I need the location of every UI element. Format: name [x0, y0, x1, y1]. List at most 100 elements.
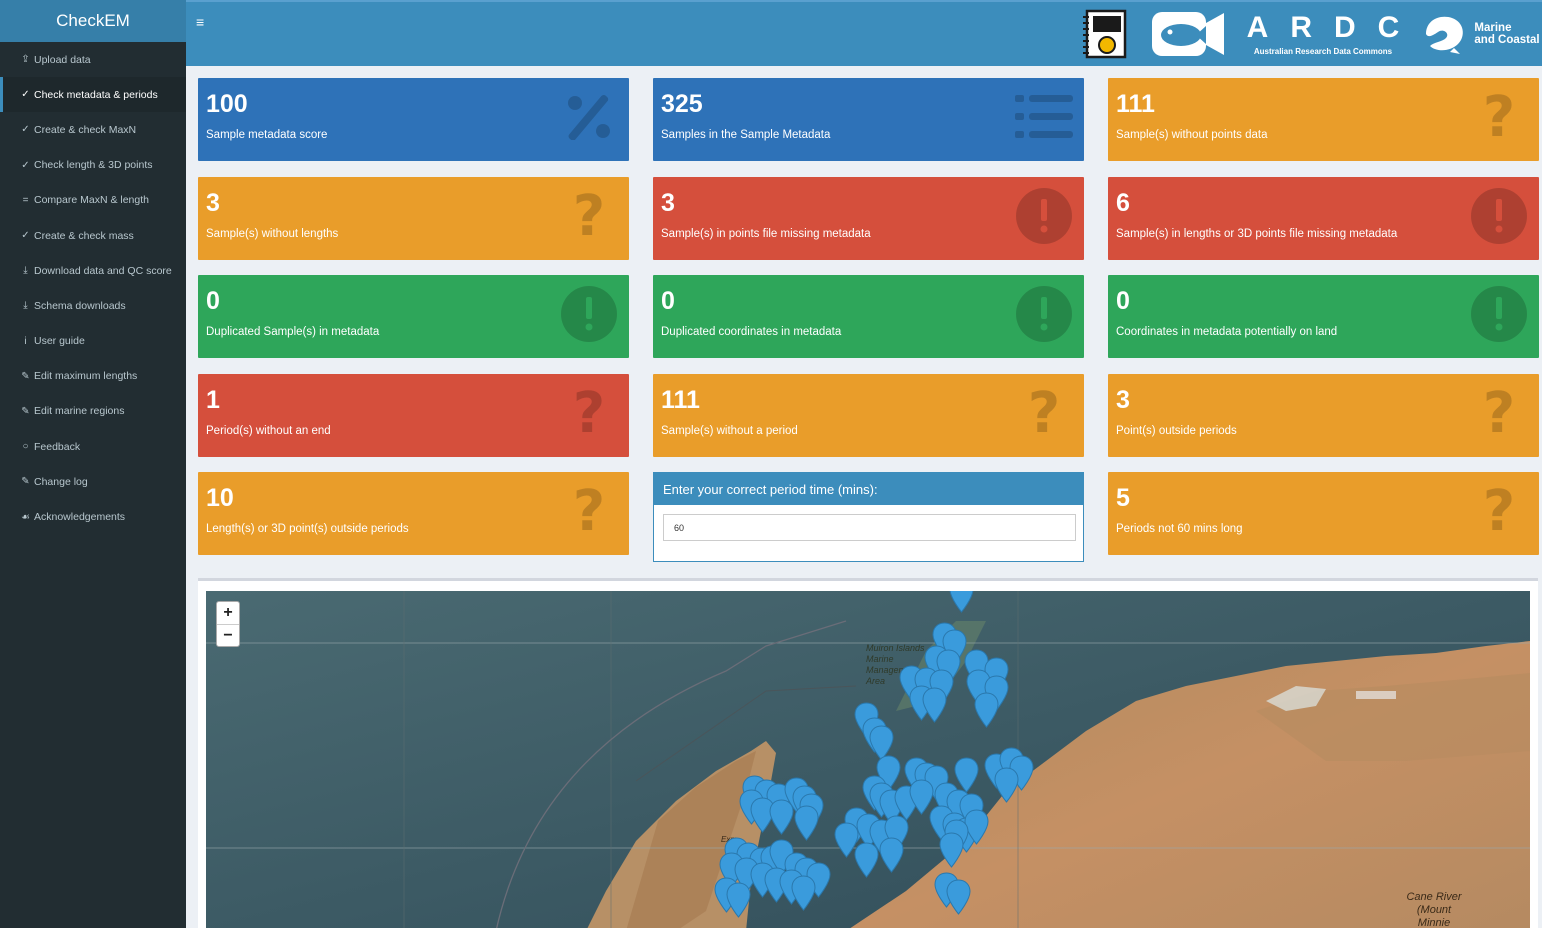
- sidebar-item-label: Schema downloads: [34, 299, 126, 312]
- zoom-out-button[interactable]: −: [217, 624, 239, 646]
- map-pin-icon[interactable]: [854, 842, 879, 883]
- value-box: 3 Sample(s) without lengths?: [198, 177, 629, 260]
- value-box: 111 Sample(s) without a period?: [653, 374, 1084, 457]
- map-pin-icon[interactable]: [964, 809, 989, 850]
- period-time-input[interactable]: [663, 514, 1076, 541]
- logos: ARDC Australian Research Data Commons Ma…: [1080, 2, 1542, 66]
- exclamation-icon: [1014, 283, 1074, 345]
- edit-icon: ✎: [21, 370, 30, 382]
- sidebar-item-compare-maxn-length[interactable]: = Compare MaxN & length: [0, 183, 186, 218]
- value-box-label: Duplicated coordinates in metadata: [661, 326, 842, 338]
- sidebar-item-download-data-and-qc-score[interactable]: ⤓ Download data and QC score: [0, 253, 186, 288]
- leaflet-map[interactable]: + − Muiron Islands Marine Management Are…: [206, 591, 1530, 928]
- sidebar-item-schema-downloads[interactable]: ⤓ Schema downloads: [0, 288, 186, 323]
- marine-logo-line2: and Coastal: [1474, 34, 1540, 46]
- info-icon: i: [24, 335, 27, 347]
- ardc-logo[interactable]: ARDC Australian Research Data Commons: [1246, 10, 1422, 56]
- value-box: 3 Sample(s) in points file missing metada…: [653, 177, 1084, 260]
- value-box-label: Periods not 60 mins long: [1116, 523, 1243, 535]
- hamburger-icon[interactable]: ≡: [196, 14, 205, 30]
- map-pin-icon[interactable]: [946, 879, 971, 920]
- map-pin-icon[interactable]: [769, 799, 794, 840]
- sidebar-item-label: Acknowledgements: [34, 511, 126, 524]
- app-title[interactable]: CheckEM: [0, 0, 186, 42]
- map-pin-icon[interactable]: [949, 591, 974, 618]
- value-box-label: Sample(s) in lengths or 3D points file m…: [1116, 228, 1398, 240]
- value-box-number: 0: [1116, 287, 1130, 315]
- value-box-number: 5: [1116, 484, 1130, 512]
- marine-coastal-logo[interactable]: Marine and Coastal: [1418, 12, 1542, 56]
- map-pin-icon[interactable]: [726, 882, 751, 923]
- value-box-label: Coordinates in metadata potentially on l…: [1116, 326, 1338, 338]
- sidebar: CheckEM ⇪ Upload data ✓ Check metadata & pe…: [0, 0, 186, 928]
- map-pin-icon[interactable]: [909, 779, 934, 820]
- value-box-number: 10: [206, 484, 234, 512]
- value-box-number: 0: [661, 287, 675, 315]
- value-box-number: 6: [1116, 189, 1130, 217]
- value-box-label: Period(s) without an end: [206, 425, 331, 437]
- exmouth-label: Exm: [721, 835, 737, 844]
- value-box-number: 0: [206, 287, 220, 315]
- value-box: 111 Sample(s) without points data?: [1108, 78, 1539, 161]
- sidebar-item-create-check-maxn[interactable]: ✓ Create & check MaxN: [0, 112, 186, 147]
- question-icon: ?: [1482, 478, 1516, 544]
- top-header: ≡ ARDC: [186, 0, 1542, 66]
- question-icon: ?: [572, 478, 606, 544]
- value-box-label: Sample metadata score: [206, 129, 328, 141]
- map-panel: + − Muiron Islands Marine Management Are…: [198, 578, 1538, 928]
- value-box: 0 Duplicated coordinates in metadata: [653, 275, 1084, 358]
- fish-logo[interactable]: [1150, 9, 1226, 59]
- map-pin-icon[interactable]: [939, 832, 964, 873]
- sidebar-item-label: Compare MaxN & length: [34, 194, 149, 207]
- value-box-label: Samples in the Sample Metadata: [661, 129, 831, 141]
- value-box: 6 Sample(s) in lengths or 3D points file …: [1108, 177, 1539, 260]
- map-pin-icon[interactable]: [879, 837, 904, 878]
- sidebar-item-label: Change log: [34, 475, 88, 488]
- sidebar-item-check-length-3d-points[interactable]: ✓ Check length & 3D points: [0, 148, 186, 183]
- upload-icon: ⇪: [21, 54, 30, 66]
- value-box: 0 Coordinates in metadata potentially on …: [1108, 275, 1539, 358]
- value-box-label: Sample(s) in points file missing metadat…: [661, 228, 871, 240]
- map-pin-icon[interactable]: [791, 875, 816, 916]
- sidebar-item-check-metadata-periods[interactable]: ✓ Check metadata & periods: [0, 77, 186, 113]
- zoom-in-button[interactable]: +: [223, 604, 233, 621]
- sidebar-item-change-log[interactable]: ✎ Change log: [0, 464, 186, 499]
- sidebar-item-edit-marine-regions[interactable]: ✎ Edit marine regions: [0, 394, 186, 429]
- map-pin-icon[interactable]: [954, 757, 979, 798]
- map-pin-icon[interactable]: [922, 687, 947, 728]
- value-box: 1 Period(s) without an end?: [198, 374, 629, 457]
- comment-icon: ○: [22, 441, 29, 453]
- value-box-number: 100: [206, 90, 248, 118]
- map-pin-icon[interactable]: [994, 767, 1019, 808]
- sidebar-item-create-check-mass[interactable]: ✓ Create & check mass: [0, 218, 186, 253]
- percent-icon: [559, 86, 619, 148]
- edit-icon: ✎: [21, 405, 30, 417]
- sidebar-item-feedback[interactable]: ○ Feedback: [0, 429, 186, 464]
- value-box: 325 Samples in the Sample Metadata: [653, 78, 1084, 161]
- map-pin-icon[interactable]: [974, 692, 999, 733]
- sidebar-item-label: Create & check MaxN: [34, 123, 137, 136]
- download-icon: ⤓: [23, 265, 28, 277]
- value-box-number: 325: [661, 90, 703, 118]
- cane-river-label: Cane River (Mount Minnie: [1406, 891, 1462, 928]
- map-pin-icon[interactable]: [834, 822, 859, 863]
- sidebar-item-edit-maximum-lengths[interactable]: ✎ Edit maximum lengths: [0, 359, 186, 394]
- check-icon: ✓: [21, 124, 30, 136]
- user-guide-logo[interactable]: [1080, 8, 1130, 60]
- value-box: 5 Periods not 60 mins long?: [1108, 472, 1539, 555]
- sidebar-item-user-guide[interactable]: i User guide: [0, 324, 186, 359]
- value-box-label: Sample(s) without points data: [1116, 129, 1268, 141]
- check-icon: ✓: [21, 159, 30, 171]
- sidebar-item-label: Edit marine regions: [34, 405, 125, 418]
- exclamation-icon: [1469, 185, 1529, 247]
- value-box-number: 111: [661, 386, 700, 414]
- sidebar-item-acknowledgements[interactable]: ☙ Acknowledgements: [0, 499, 186, 534]
- map-pin-icon[interactable]: [794, 805, 819, 846]
- ardc-caption: Australian Research Data Commons: [1253, 46, 1393, 56]
- sidebar-item-label: Create & check mass: [34, 229, 134, 242]
- sidebar-item-upload-data[interactable]: ⇪ Upload data: [0, 42, 186, 77]
- value-box: 0 Duplicated Sample(s) in metadata: [198, 275, 629, 358]
- value-box-number: 111: [1116, 90, 1155, 118]
- question-icon: ?: [572, 183, 606, 249]
- zoom-control: + −: [216, 601, 240, 647]
